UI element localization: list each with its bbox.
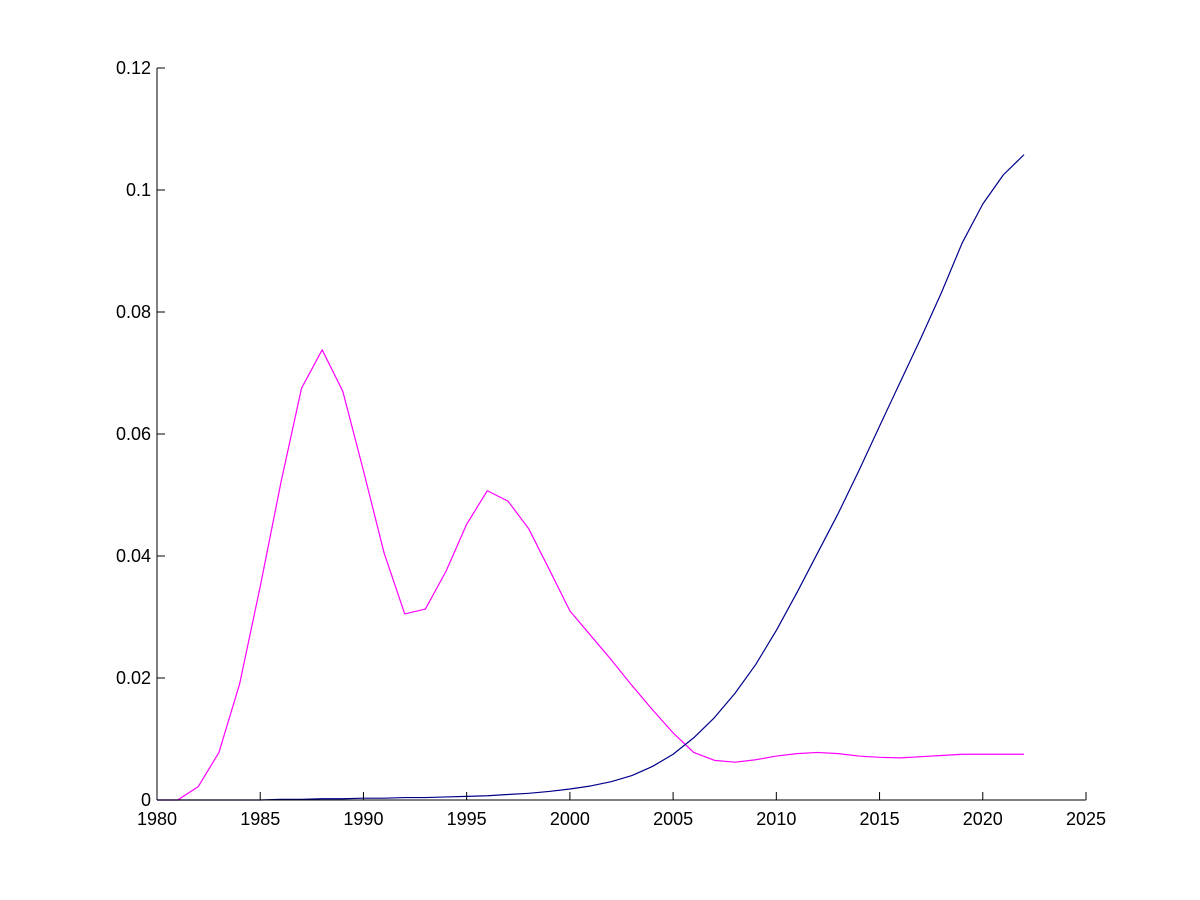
x-tick-label: 2005 (653, 809, 693, 829)
x-tick-label: 2010 (756, 809, 796, 829)
y-tick-label: 0.04 (116, 546, 151, 566)
x-tick-label: 2000 (550, 809, 590, 829)
x-tick-label: 1990 (343, 809, 383, 829)
series-line-1 (157, 349, 1025, 801)
y-tick-label: 0 (141, 790, 151, 810)
x-tick-label: 1995 (447, 809, 487, 829)
x-tick-label: 1980 (137, 809, 177, 829)
y-tick-label: 0.08 (116, 302, 151, 322)
series-layer (157, 154, 1025, 801)
x-tick-label: 2015 (860, 809, 900, 829)
series-line-2 (157, 154, 1025, 801)
x-tick-label: 2020 (963, 809, 1003, 829)
x-tick-label: 2025 (1066, 809, 1106, 829)
axes-layer: 1980 1985 1990 1995 2000 2005 2010 2015 2020 2025… (116, 58, 1106, 829)
x-tick-label: 1985 (240, 809, 280, 829)
y-tick-label: 0.02 (116, 668, 151, 688)
y-tick-label: 0.06 (116, 424, 151, 444)
y-tick-label: 0.12 (116, 58, 151, 78)
y-tick-label: 0.1 (126, 180, 151, 200)
